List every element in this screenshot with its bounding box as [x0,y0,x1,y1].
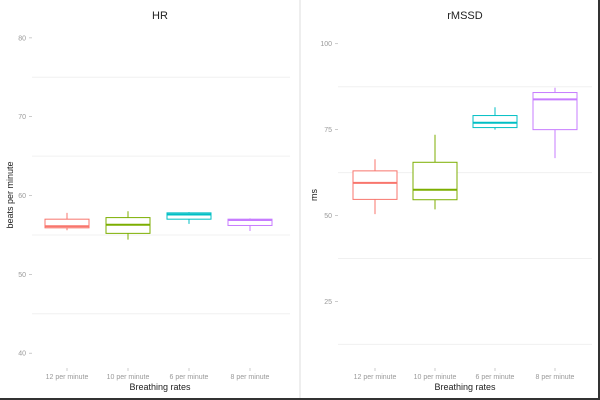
box [412,161,458,201]
box [532,92,578,131]
chart-title: rMSSD [447,10,483,22]
x-tick-label: 8 per minute [231,374,270,381]
x-tick-label: 10 per minute [414,374,457,381]
x-axis-label: Breathing rates [434,382,496,392]
y-tick-label: 60 [18,193,26,200]
boxplot-10-per-minute [412,134,458,210]
y-tick-label: 40 [18,351,26,358]
rmssd-panel: rMSSD Breathing rates ms 25 50 75 100 12 per… [309,10,592,392]
boxplot-12-per-minute [352,159,398,215]
x-tick-label: 12 per minute [354,374,397,381]
x-tick-label: 6 per minute [476,374,515,381]
y-tick-label: 75 [324,127,332,134]
y-tick-label: 80 [18,35,26,42]
x-tick-label: 10 per minute [107,374,150,381]
boxplot-8-per-minute [227,218,273,231]
y-axis-label: beats per minute [5,161,15,228]
box [166,212,212,220]
x-tick-label: 12 per minute [46,374,89,381]
x-axis-label: Breathing rates [129,382,191,392]
y-tick-label: 100 [320,41,332,48]
y-tick-label: 25 [324,299,332,306]
box [352,170,398,200]
boxplot-12-per-minute [44,212,90,231]
boxplot-10-per-minute [105,211,151,240]
y-tick-label: 70 [18,114,26,121]
box [472,115,518,129]
boxplot-6-per-minute [166,212,212,224]
y-axis-label: ms [309,189,319,201]
boxplot-6-per-minute [472,107,518,130]
y-tick-label: 50 [324,213,332,220]
chart-title: HR [152,10,168,22]
box [44,218,90,229]
boxplot-8-per-minute [532,87,578,159]
y-tick-label: 50 [18,272,26,279]
x-tick-label: 6 per minute [170,374,209,381]
x-tick-label: 8 per minute [536,374,575,381]
hr-panel: HR Breathing rates beats per minute 40 50… [5,10,290,392]
